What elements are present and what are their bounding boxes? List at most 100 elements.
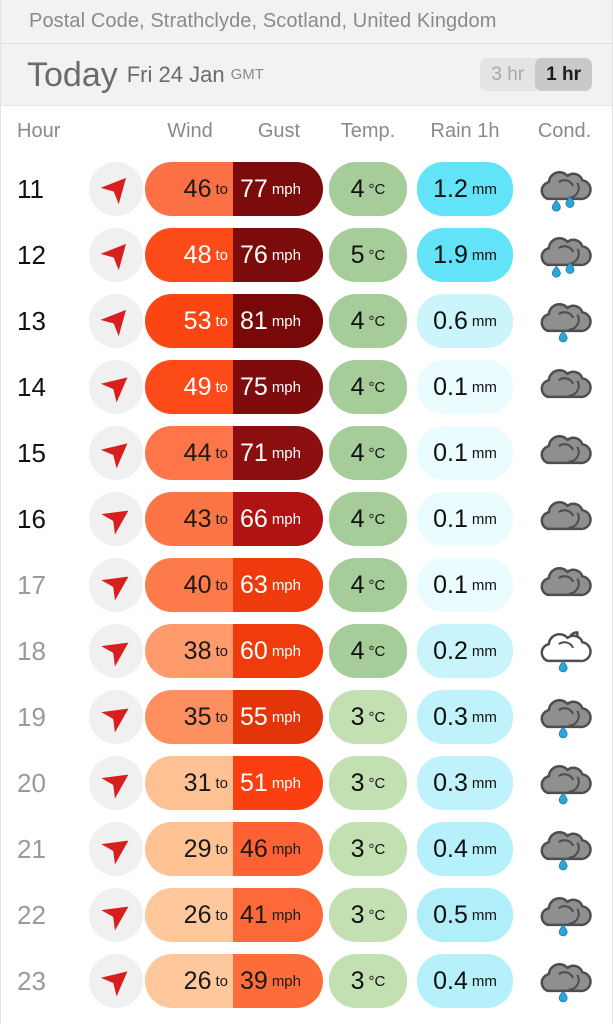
wind-direction-cell [87,162,145,216]
wind-speed-value: 26 [183,966,212,995]
forecast-row: 13 53 to 81 mph 4 °C 0.6 mm [1,288,612,354]
condition-cell [517,622,612,680]
rain-value: 0.1 [433,504,468,533]
forecast-row: 22 26 to 41 mph 3 °C 0.5 mm [1,882,612,948]
wind-join-label: to [215,180,228,198]
temperature-cell: 3 °C [323,822,413,876]
rain-pill: 0.4 mm [417,822,513,876]
wind-speed-value: 48 [183,240,212,269]
condition-cell [517,688,612,746]
wind-direction-cell [87,558,145,612]
wind-gust-cell: 49 to 75 mph [145,360,323,414]
wind-speed-value: 35 [183,702,212,731]
temperature-unit-label: °C [368,378,386,396]
interval-option-3hr[interactable]: 3 hr [491,64,525,85]
rain-cell: 0.3 mm [413,690,517,744]
wind-speed-value: 53 [183,306,212,335]
rain-unit-label: mm [471,708,497,726]
rain-unit-label: mm [471,840,497,858]
gust-speed-segment: 77 mph [233,162,323,216]
temperature-value: 3 [350,768,365,797]
condition-cell [517,226,612,284]
wind-gust-cell: 29 to 46 mph [145,822,323,876]
temperature-value: 4 [350,438,365,467]
rain-cell: 0.1 mm [413,492,517,546]
gust-speed-segment: 55 mph [233,690,323,744]
rain-value: 0.1 [433,570,468,599]
speed-unit-label: mph [271,840,301,858]
condition-cell [517,292,612,350]
gust-speed-value: 51 [240,768,268,797]
speed-unit-label: mph [271,444,301,462]
wind-direction-arrow-glyph [101,510,129,535]
temperature-cell: 3 °C [323,888,413,942]
wind-speed-segment: 29 to [145,822,233,876]
forecast-row: 17 40 to 63 mph 4 °C 0.1 mm [1,552,612,618]
wind-speed-segment: 48 to [145,228,233,282]
wind-direction-cell [87,690,145,744]
wind-join-label: to [215,576,228,594]
wind-speed-value: 43 [183,504,212,533]
wind-direction-arrow-glyph [101,708,129,733]
temperature-value: 4 [350,636,365,665]
hour-label: 17 [17,569,46,600]
wind-gust-cell: 38 to 60 mph [145,624,323,678]
condition-icon-glyph [540,897,592,937]
condition-icon-glyph [540,237,592,278]
rain-value: 0.4 [433,966,468,995]
wind-direction-arrow-glyph [101,906,129,931]
speed-unit-label: mph [271,708,301,726]
wind-direction-icon [89,624,143,678]
gust-speed-value: 60 [240,636,268,665]
rain-cell: 0.6 mm [413,294,517,348]
interval-toggle[interactable]: 3 hr 1 hr [480,58,592,91]
condition-icon-glyph [540,501,592,531]
wind-gust-pill: 38 to 60 mph [145,624,323,678]
forecast-row: 16 43 to 66 mph 4 °C 0.1 mm [1,486,612,552]
rain-unit-label: mm [471,510,497,528]
rain-pill: 0.4 mm [417,954,513,1008]
interval-option-1hr[interactable]: 1 hr [535,58,592,91]
temperature-cell: 3 °C [323,954,413,1008]
rain-unit-label: mm [471,444,497,462]
hour-label: 20 [17,767,46,798]
rain-cell: 0.5 mm [413,888,517,942]
temperature-unit-label: °C [368,510,386,528]
temperature-pill: 4 °C [329,294,407,348]
rain-cell: 1.9 mm [413,228,517,282]
condition-icon-glyph [540,765,592,805]
rain-value: 0.3 [433,702,468,731]
temperature-unit-label: °C [368,312,386,330]
wind-direction-icon [89,426,143,480]
gust-speed-value: 76 [240,240,268,269]
forecast-row: 12 48 to 76 mph 5 °C 1.9 mm [1,222,612,288]
wind-direction-cell [87,954,145,1008]
column-header-wind: Wind [167,119,213,142]
wind-gust-cell: 31 to 51 mph [145,756,323,810]
wind-speed-value: 40 [183,570,212,599]
gust-speed-value: 66 [240,504,268,533]
hour-label: 21 [17,833,46,864]
hour-label: 23 [17,965,46,996]
forecast-row: 23 26 to 39 mph 3 °C 0.4 mm [1,948,612,1014]
speed-unit-label: mph [271,378,301,396]
rain-cell: 0.2 mm [413,624,517,678]
rain-unit-label: mm [471,906,497,924]
wind-speed-segment: 40 to [145,558,233,612]
hour-label: 22 [17,899,46,930]
temperature-value: 4 [350,306,365,335]
temperature-pill: 3 °C [329,822,407,876]
forecast-row: 14 49 to 75 mph 4 °C 0.1 mm [1,354,612,420]
rain-value: 0.6 [433,306,468,335]
wind-direction-arrow-glyph [100,377,128,403]
wind-join-label: to [215,510,228,528]
rain-unit-label: mm [471,180,497,198]
condition-icon-glyph [540,171,592,212]
speed-unit-label: mph [271,642,301,660]
gust-speed-value: 55 [240,702,268,731]
rain-cell: 0.1 mm [413,558,517,612]
condition-icon-glyph [540,303,592,343]
rain-value: 0.4 [433,834,468,863]
rain-cell: 0.4 mm [413,822,517,876]
gust-speed-value: 39 [240,966,268,995]
